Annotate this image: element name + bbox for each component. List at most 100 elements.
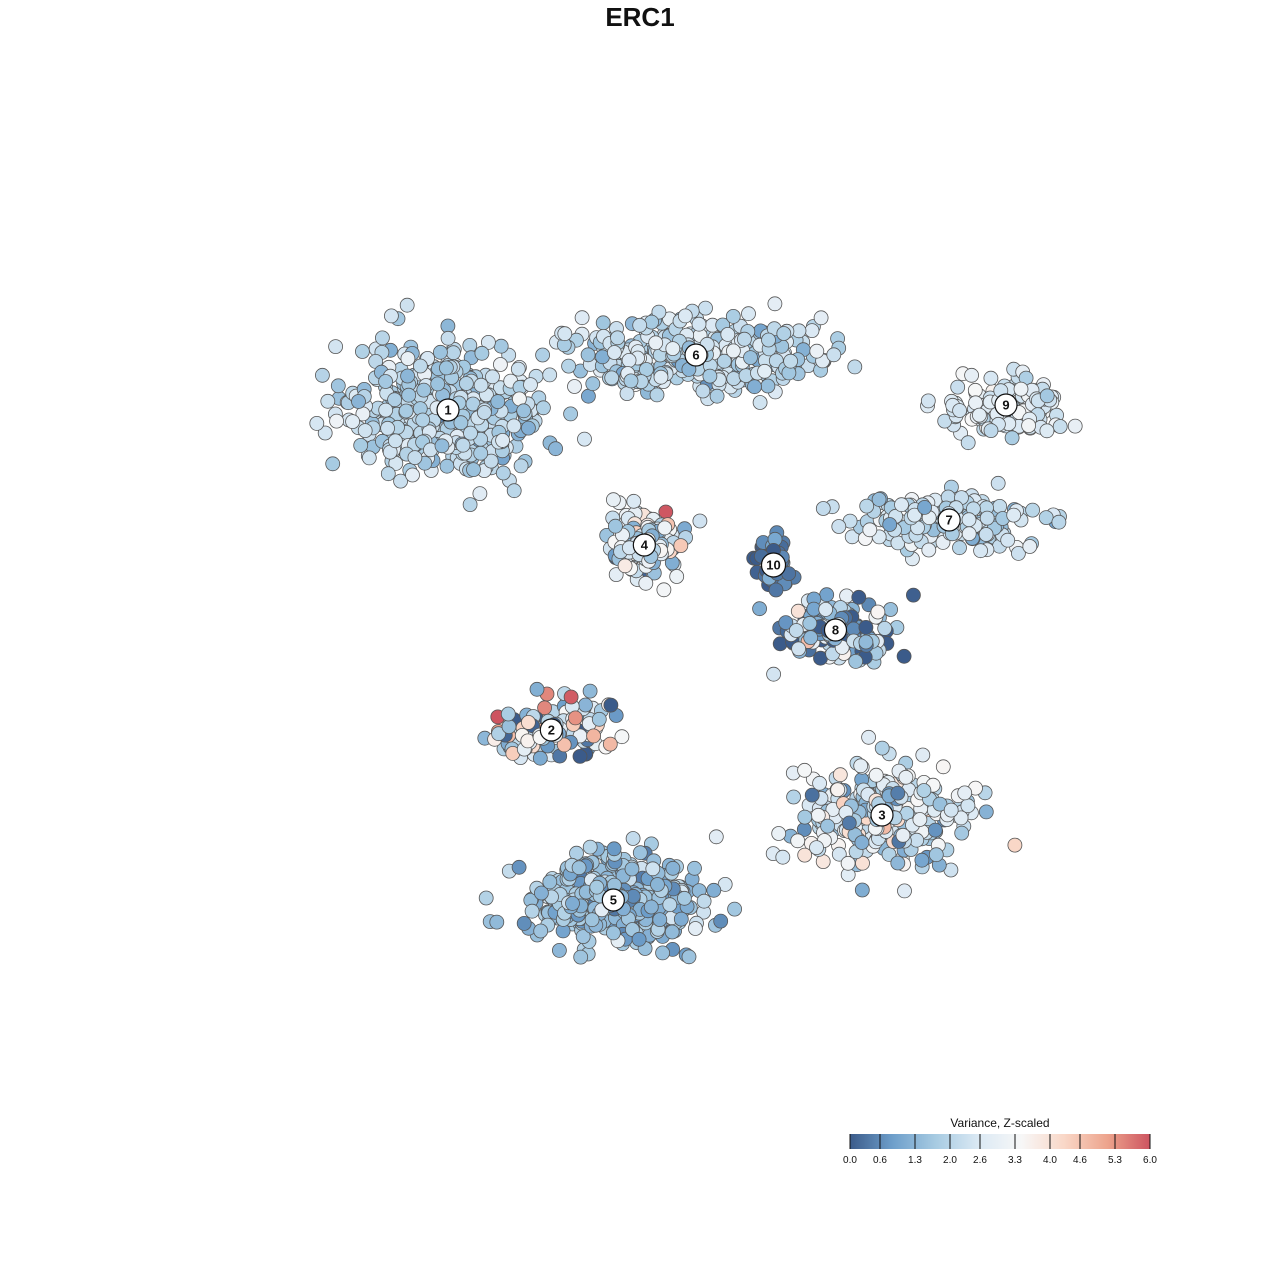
cluster-label-text: 4 bbox=[641, 538, 649, 553]
data-point bbox=[943, 802, 959, 818]
cluster-labels-layer: 1 2 3 4 5 6 7 8 9 10 bbox=[436, 343, 1018, 912]
data-point bbox=[608, 567, 624, 582]
cluster-label-10: 10 bbox=[760, 552, 787, 578]
data-point bbox=[643, 899, 659, 915]
data-point bbox=[603, 697, 619, 713]
cluster-label-text: 5 bbox=[610, 893, 617, 908]
data-point bbox=[416, 382, 432, 398]
chart-title: ERC1 bbox=[605, 2, 675, 32]
data-point bbox=[720, 326, 736, 342]
data-point bbox=[567, 379, 582, 394]
data-point bbox=[1051, 514, 1067, 530]
data-point bbox=[767, 296, 783, 312]
data-point bbox=[691, 316, 707, 332]
cluster-label-badge bbox=[436, 398, 460, 422]
data-point bbox=[895, 827, 911, 843]
cluster-label-1: 1 bbox=[436, 398, 460, 422]
data-point bbox=[752, 601, 767, 617]
data-point bbox=[1039, 423, 1055, 439]
data-point bbox=[804, 323, 820, 339]
data-point bbox=[626, 493, 642, 509]
data-point bbox=[440, 318, 456, 334]
data-point bbox=[650, 877, 665, 892]
data-point bbox=[506, 418, 522, 434]
cluster-label-text: 8 bbox=[832, 623, 839, 638]
data-point bbox=[329, 413, 345, 429]
data-point bbox=[657, 520, 673, 536]
data-point bbox=[582, 839, 598, 855]
data-point bbox=[473, 377, 489, 393]
data-point bbox=[961, 512, 977, 528]
data-point bbox=[557, 326, 573, 342]
data-point bbox=[405, 467, 420, 483]
legend-ticks: 0.0 0.6 1.3 2.0 2.6 3.3 4.0 4.6 5.3 6.0 bbox=[843, 1134, 1157, 1166]
data-point bbox=[556, 737, 572, 753]
data-point bbox=[921, 542, 937, 558]
data-point bbox=[380, 420, 396, 436]
cluster-label-badge bbox=[994, 393, 1018, 417]
legend-title: Variance, Z-scaled bbox=[950, 1116, 1049, 1130]
data-point bbox=[688, 921, 703, 936]
data-point bbox=[752, 395, 768, 410]
data-point bbox=[632, 845, 648, 861]
data-point bbox=[973, 543, 988, 559]
data-point bbox=[466, 462, 481, 478]
data-point bbox=[378, 374, 394, 389]
data-point bbox=[803, 630, 819, 645]
data-point bbox=[706, 882, 722, 898]
data-point bbox=[387, 392, 403, 408]
data-point bbox=[378, 402, 394, 418]
data-point bbox=[586, 728, 601, 744]
cluster-label-badge bbox=[760, 552, 787, 578]
data-point bbox=[595, 315, 611, 331]
data-point bbox=[741, 306, 756, 322]
data-point bbox=[493, 338, 509, 354]
cluster-label-3: 3 bbox=[870, 803, 894, 827]
data-point bbox=[536, 400, 551, 416]
data-point bbox=[399, 297, 415, 313]
data-point bbox=[412, 358, 428, 374]
data-point bbox=[978, 527, 994, 542]
data-point bbox=[571, 860, 587, 876]
data-point bbox=[979, 510, 995, 526]
legend-color-bar bbox=[850, 1134, 1150, 1149]
data-point bbox=[476, 405, 492, 420]
data-point bbox=[572, 749, 588, 764]
data-point bbox=[778, 615, 794, 630]
legend-tick-label: 3.3 bbox=[1008, 1155, 1022, 1166]
data-point bbox=[400, 368, 416, 384]
data-point bbox=[439, 458, 455, 474]
data-point bbox=[653, 369, 669, 385]
data-point bbox=[521, 715, 536, 730]
cluster-label-2: 2 bbox=[539, 718, 563, 742]
data-point bbox=[882, 517, 898, 532]
data-point bbox=[815, 501, 831, 516]
data-point bbox=[786, 789, 801, 805]
data-point bbox=[524, 903, 540, 919]
data-point bbox=[791, 641, 806, 657]
data-point bbox=[950, 379, 966, 395]
data-point bbox=[871, 491, 887, 507]
data-point bbox=[617, 558, 633, 574]
data-point bbox=[462, 337, 478, 353]
data-point bbox=[489, 914, 505, 930]
cluster-label-text: 3 bbox=[878, 808, 885, 823]
data-point bbox=[610, 330, 625, 346]
data-point bbox=[858, 634, 874, 650]
cluster-label-badge bbox=[823, 618, 848, 642]
data-point bbox=[581, 388, 596, 404]
data-point bbox=[490, 394, 506, 410]
data-point bbox=[458, 376, 474, 391]
data-point bbox=[606, 841, 622, 857]
data-point bbox=[619, 386, 635, 402]
data-point bbox=[897, 883, 912, 899]
data-point bbox=[383, 308, 399, 324]
legend-tick-label: 4.6 bbox=[1073, 1155, 1087, 1166]
data-point bbox=[797, 847, 813, 863]
legend-tick-label: 0.0 bbox=[843, 1155, 857, 1166]
data-point bbox=[529, 681, 545, 697]
data-point bbox=[357, 423, 373, 439]
data-point bbox=[952, 403, 967, 418]
data-point bbox=[727, 901, 742, 917]
data-point bbox=[677, 308, 693, 324]
